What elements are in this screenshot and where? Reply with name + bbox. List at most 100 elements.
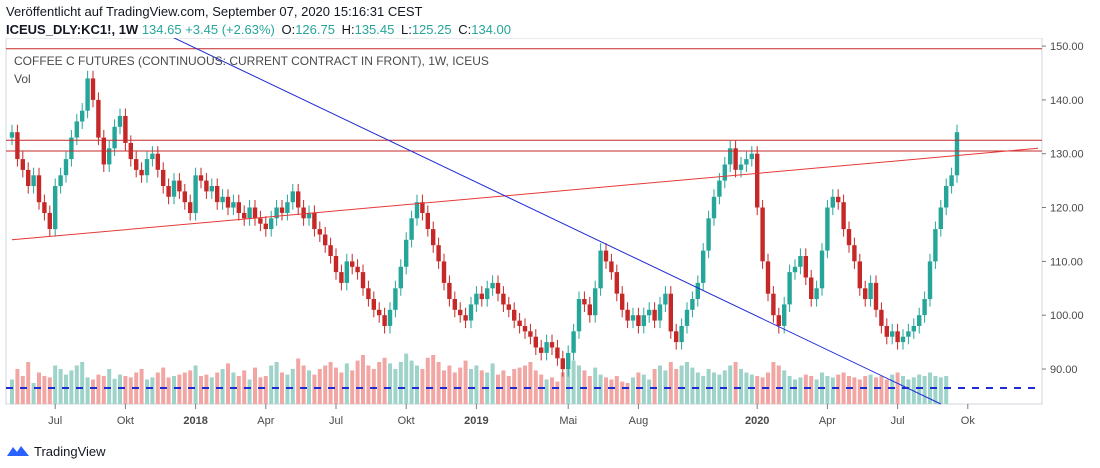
candle-body (447, 282, 452, 299)
volume-bar (458, 367, 463, 404)
symbol-legend[interactable]: ICEUS_DLY:KC1!, 1W 134.65 +3.45 (+2.63%)… (6, 22, 511, 37)
candle-body (711, 196, 717, 219)
volume-bar (825, 376, 830, 404)
tradingview-brand: TradingView (34, 443, 106, 459)
candle-body (868, 282, 873, 299)
volume-bar (690, 367, 695, 404)
candle-body (274, 207, 279, 219)
candle-body (161, 169, 166, 186)
published-note: Veröffentlicht auf TradingView.com, Sept… (6, 4, 423, 19)
candle-body (819, 250, 825, 289)
volume-bar (782, 370, 787, 404)
candle-body (755, 153, 760, 208)
volume-bar (96, 374, 101, 404)
volume-bar (674, 369, 679, 404)
volume-bar (172, 376, 176, 404)
volume-bar (290, 369, 295, 404)
candle-body (231, 202, 236, 208)
volume-bar (350, 370, 355, 404)
volume-bar (301, 365, 306, 404)
candle-body (452, 299, 457, 310)
trendline[interactable] (11, 147, 1039, 241)
volume-bar (906, 379, 911, 404)
volume-bar (58, 369, 63, 404)
y-tick-label: 120.00 (1050, 203, 1084, 215)
volume-bar (398, 362, 403, 404)
x-tick-label: Apr (819, 415, 836, 427)
candle-body (890, 331, 895, 337)
candle-body (609, 261, 614, 273)
candle-body (258, 218, 263, 224)
candle-body (134, 159, 139, 170)
volume-bar (512, 369, 517, 404)
candle-body (355, 266, 360, 273)
candle-body (528, 331, 533, 337)
volume-bar (712, 372, 716, 404)
tradingview-footer[interactable]: TradingView (6, 440, 106, 462)
candle-body (701, 250, 706, 283)
volume-bar (604, 377, 608, 404)
candle-body (144, 159, 150, 176)
high-value: 135.45 (354, 22, 395, 37)
candle-body (436, 245, 441, 262)
candle-body (830, 196, 835, 208)
trendline[interactable] (169, 38, 942, 405)
volume-bar (177, 374, 182, 404)
candle-body (911, 326, 916, 332)
candle-body (900, 336, 906, 343)
volume-bar (793, 379, 797, 404)
candle-body (760, 207, 765, 262)
volume-bar (382, 357, 387, 404)
candle-body (387, 309, 393, 326)
low-value: 125.25 (411, 22, 452, 37)
volume-bar (274, 362, 279, 404)
volume-bar (620, 381, 625, 404)
volume-bar (652, 369, 657, 404)
candle-body (652, 309, 657, 321)
candle-body (431, 229, 436, 246)
candle-body (204, 180, 209, 192)
y-tick-label: 100.00 (1050, 310, 1084, 322)
candle-body (620, 293, 625, 310)
candle-body (668, 293, 673, 332)
volume-bar (20, 376, 25, 404)
volume-bar (47, 377, 52, 404)
volume-bar (614, 376, 619, 404)
candle-body (371, 299, 376, 310)
candle-body (15, 132, 20, 160)
volume-bar (425, 357, 430, 404)
x-tick-label: Okt (398, 415, 415, 427)
volume-bar (474, 365, 479, 404)
candle-body (539, 347, 544, 353)
candle-body (123, 116, 128, 143)
time-axis[interactable]: Jul Okt 2018 Apr Jul Okt 2019 Mai Aug 2020 Apr Jul O… (48, 404, 975, 427)
candle-body (225, 196, 231, 208)
volume-bar (814, 379, 819, 404)
volume-bar (539, 374, 544, 404)
candle-body (425, 212, 430, 229)
volume-bar (31, 383, 36, 404)
volume-bar (269, 365, 274, 404)
volume-bar (836, 374, 841, 404)
volume-bar (64, 374, 68, 404)
price-axis[interactable]: 150.00 140.00 130.00 120.00 110.00 100.00 90.0… (1042, 41, 1084, 376)
x-tick-label: Jul (329, 415, 343, 427)
candle-body (312, 212, 317, 229)
volume-bar (733, 362, 738, 404)
candle-body (836, 196, 841, 203)
symbol-name[interactable]: ICEUS_DLY:KC1!, 1W (6, 22, 139, 37)
volume-bar (566, 363, 571, 404)
volume-bar (728, 365, 733, 404)
open-label: O: (281, 22, 296, 37)
volume-bar (155, 372, 160, 404)
volume-bar (118, 374, 122, 404)
y-tick-label: 130.00 (1050, 149, 1084, 161)
volume-bar (415, 365, 419, 404)
volume-bar (312, 374, 317, 404)
volume-bar (377, 362, 382, 404)
x-tick-label: 2020 (745, 415, 769, 427)
price-chart[interactable]: COFFEE C FUTURES (CONTINUOUS: CURRENT CO… (0, 38, 1100, 434)
tradingview-logo-icon (7, 446, 29, 456)
candle-body (74, 121, 79, 138)
y-tick-label: 110.00 (1050, 256, 1083, 268)
